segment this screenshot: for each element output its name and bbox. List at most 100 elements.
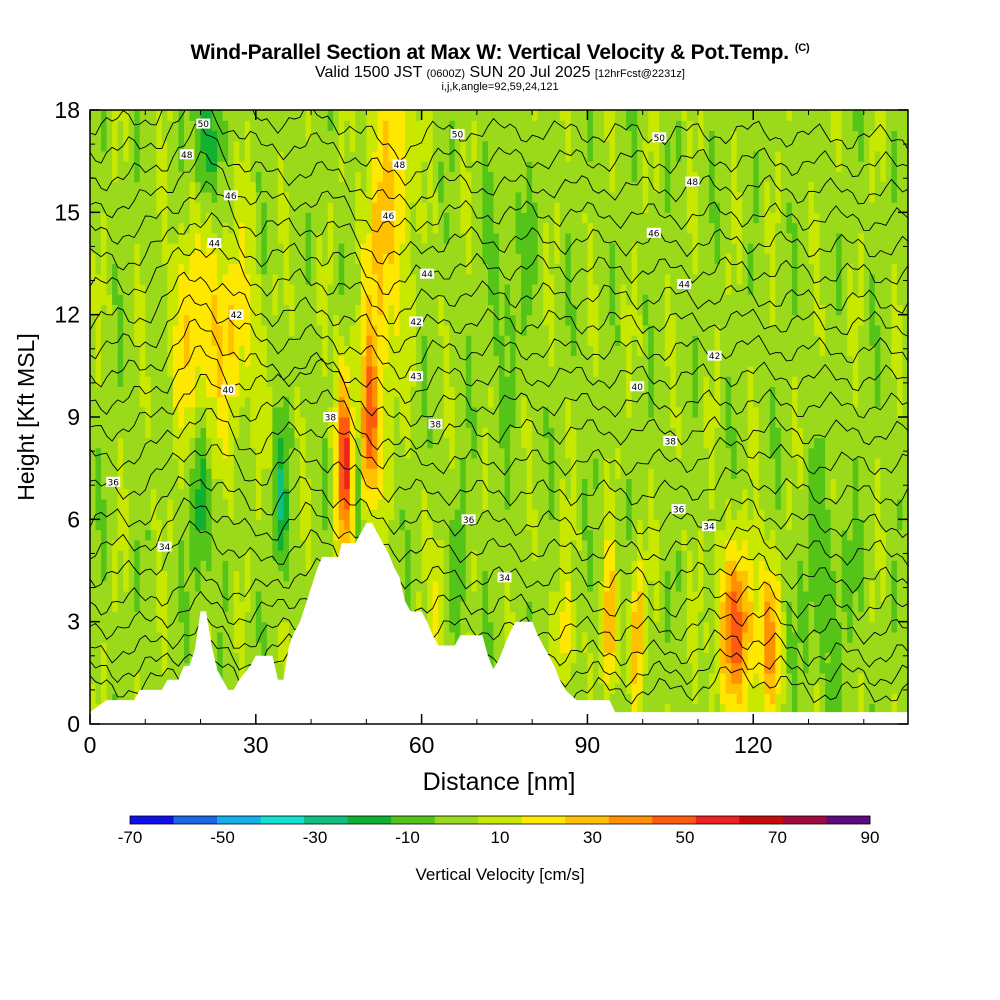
field-cell: [471, 120, 478, 132]
field-cell: [128, 580, 135, 592]
field-cell: [432, 601, 439, 613]
field-cell: [128, 243, 135, 254]
field-cell: [183, 273, 191, 285]
field-cell: [416, 386, 423, 398]
field-cell: [532, 181, 539, 193]
field-cell: [134, 662, 141, 674]
field-cell: [117, 345, 124, 357]
field-cell: [161, 447, 168, 459]
field-cell: [487, 283, 495, 295]
field-cell: [90, 560, 97, 572]
field-cell: [228, 560, 235, 572]
field-cell: [134, 621, 141, 633]
field-cell: [95, 130, 102, 142]
field-cell: [526, 191, 533, 203]
field-cell: [532, 468, 539, 479]
field-cell: [416, 140, 423, 152]
field-cell: [288, 590, 296, 602]
field-cell: [294, 550, 301, 561]
field-cell: [156, 396, 163, 408]
field-cell: [532, 222, 539, 234]
field-cell: [101, 580, 108, 592]
field-cell: [200, 253, 207, 265]
field-cell: [200, 427, 207, 439]
field-cell: [161, 150, 168, 162]
field-cell: [493, 437, 500, 449]
field-cell: [117, 693, 124, 705]
field-cell: [167, 273, 174, 285]
field-cell: [333, 539, 340, 551]
field-cell: [338, 181, 345, 193]
field-cell: [288, 232, 296, 244]
field-cell: [112, 693, 119, 705]
field-cell: [294, 161, 301, 172]
field-cell: [272, 110, 279, 121]
field-cell: [266, 355, 273, 367]
field-cell: [150, 662, 157, 674]
field-cell: [90, 191, 97, 203]
field-cell: [537, 243, 544, 254]
field-cell: [338, 488, 345, 500]
field-cell: [543, 335, 550, 346]
field-cell: [178, 437, 185, 449]
field-cell: [515, 335, 522, 346]
field-cell: [427, 365, 434, 377]
field-cell: [377, 181, 384, 193]
field-cell: [255, 324, 262, 336]
field-cell: [228, 457, 235, 469]
field-cell: [510, 324, 517, 336]
field-cell: [504, 406, 511, 418]
field-cell: [316, 263, 323, 275]
field-cell: [405, 253, 412, 265]
field-cell: [150, 171, 157, 183]
field-cell: [283, 519, 290, 531]
field-cell: [499, 611, 506, 623]
field-cell: [355, 406, 362, 418]
field-cell: [244, 427, 251, 439]
field-cell: [101, 631, 108, 643]
field-cell: [388, 304, 395, 316]
field-cell: [300, 519, 307, 531]
field-cell: [206, 161, 213, 172]
field-cell: [206, 212, 213, 224]
field-cell: [217, 478, 224, 490]
field-cell: [355, 150, 362, 162]
field-cell: [311, 396, 318, 408]
field-cell: [499, 396, 506, 408]
field-cell: [233, 161, 240, 172]
field-cell: [360, 222, 367, 234]
field-cell: [388, 222, 395, 234]
field-cell: [167, 570, 174, 582]
field-cell: [438, 376, 445, 387]
field-cell: [272, 171, 279, 183]
field-cell: [532, 437, 539, 449]
field-cell: [449, 478, 456, 490]
field-cell: [454, 150, 461, 162]
field-cell: [222, 294, 229, 306]
field-cell: [134, 212, 141, 224]
field-cell: [161, 335, 168, 346]
field-cell: [101, 130, 108, 142]
field-cell: [288, 191, 296, 203]
field-cell: [493, 263, 500, 275]
field-cell: [382, 181, 390, 193]
field-cell: [416, 406, 423, 418]
field-cell: [305, 539, 312, 551]
field-cell: [449, 150, 456, 162]
field-cell: [117, 437, 124, 449]
field-cell: [493, 457, 500, 469]
field-cell: [311, 355, 318, 367]
field-cell: [443, 150, 450, 162]
field-cell: [471, 130, 478, 142]
field-cell: [206, 417, 213, 428]
field-cell: [288, 621, 296, 633]
field-cell: [510, 253, 517, 265]
field-cell: [393, 335, 401, 346]
field-cell: [311, 560, 318, 572]
field-cell: [277, 570, 285, 582]
field-cell: [482, 243, 489, 254]
field-cell: [288, 161, 296, 172]
field-cell: [432, 304, 439, 316]
field-cell: [211, 509, 218, 520]
field-cell: [382, 447, 390, 459]
